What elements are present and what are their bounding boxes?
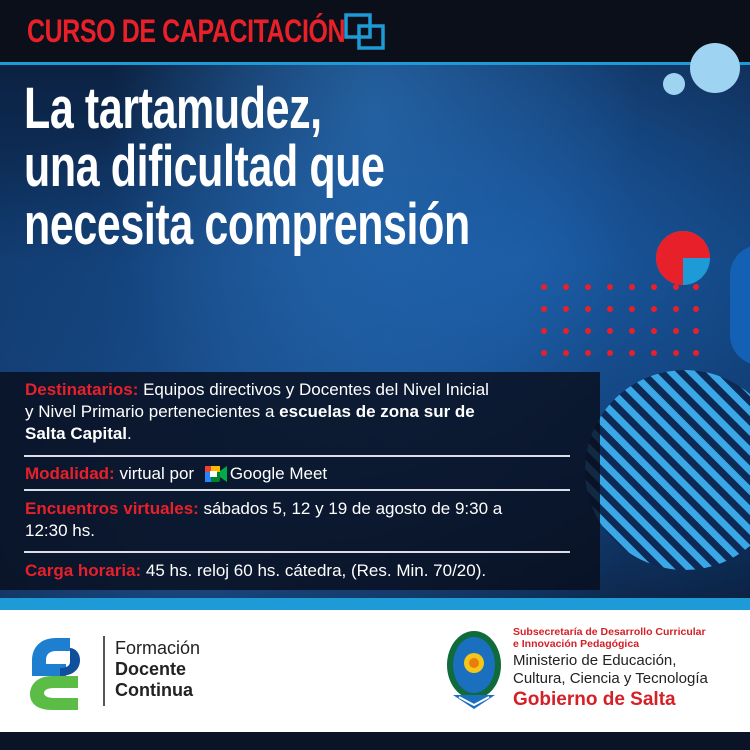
header-rule bbox=[0, 62, 750, 65]
recipients-text-1: Equipos directivos y Docentes del Nivel … bbox=[138, 380, 489, 399]
meetings-block: Encuentros virtuales: sábados 5, 12 y 19… bbox=[25, 498, 502, 542]
course-label: CURSO DE CAPACITACIÓN bbox=[27, 13, 346, 49]
gov-subsecretaria-2: e Innovación Pedagógica bbox=[513, 638, 640, 650]
bottom-strip bbox=[0, 732, 750, 750]
meetings-label: Encuentros virtuales: bbox=[25, 499, 199, 518]
divider-3 bbox=[24, 551, 570, 553]
header-bar bbox=[0, 0, 750, 62]
fdc-line-3: Continua bbox=[115, 680, 193, 700]
recipients-label: Destinatarios: bbox=[25, 380, 139, 399]
fdc-wordmark: Formación Docente Continua bbox=[115, 638, 200, 701]
fdc-line-2: Docente bbox=[115, 659, 187, 679]
government-text: Subsecretaría de Desarrollo Curricular e… bbox=[513, 626, 708, 712]
hours-block: Carga horaria: 45 hs. reloj 60 hs. cáted… bbox=[25, 560, 486, 582]
modality-block: Modalidad: virtual por Google Meet bbox=[25, 463, 327, 485]
gov-ministry-1: Ministerio de Educación, bbox=[513, 652, 677, 669]
recipients-end: . bbox=[127, 424, 132, 443]
footer-accent-band bbox=[0, 598, 750, 610]
hours-text: 45 hs. reloj 60 hs. cátedra, (Res. Min. … bbox=[141, 561, 487, 580]
info-panel bbox=[0, 372, 600, 590]
red-dots-grid bbox=[541, 284, 699, 356]
recipients-block: Destinatarios: Equipos directivos y Doce… bbox=[25, 379, 489, 445]
title-line-1: La tartamudez, bbox=[24, 76, 322, 141]
footer bbox=[0, 610, 750, 732]
recipients-text-2: y Nivel Primario pertenecientes a bbox=[25, 402, 280, 421]
striped-circle-graphic bbox=[585, 370, 750, 570]
title-line-2: una dificultad que bbox=[24, 134, 385, 199]
modality-label: Modalidad: bbox=[25, 464, 115, 483]
gov-name: Gobierno de Salta bbox=[513, 689, 676, 710]
decorative-circle-large bbox=[690, 43, 740, 93]
gov-ministry-2: Cultura, Ciencia y Tecnología bbox=[513, 670, 708, 687]
decorative-circle-small bbox=[663, 73, 685, 95]
gov-subsecretaria-1: Subsecretaría de Desarrollo Curricular bbox=[513, 626, 706, 638]
recipients-bold-2: Salta Capital bbox=[25, 424, 128, 443]
modality-text: virtual por bbox=[114, 464, 199, 483]
meetings-text-1: sábados 5, 12 y 19 de agosto de 9:30 a bbox=[198, 499, 503, 518]
fdc-line-1: Formación bbox=[115, 638, 201, 658]
salta-coat-of-arms-icon bbox=[447, 631, 501, 709]
formacion-docente-continua-logo bbox=[30, 638, 80, 710]
meetings-text-2: 12:30 hs. bbox=[25, 521, 95, 540]
page-title: La tartamudez, una dificultad que necesi… bbox=[24, 80, 498, 254]
red-blue-circle-graphic bbox=[656, 231, 710, 285]
hours-label: Carga horaria: bbox=[25, 561, 142, 580]
google-meet-label: Google Meet bbox=[229, 464, 328, 483]
divider-1 bbox=[24, 455, 570, 457]
blue-side-shape bbox=[730, 245, 750, 365]
title-line-3: necesita comprensión bbox=[24, 192, 470, 257]
logo-divider bbox=[103, 636, 105, 706]
google-meet-icon bbox=[204, 466, 227, 482]
overlapping-squares-icon bbox=[344, 13, 385, 50]
recipients-bold-1: escuelas de zona sur de bbox=[279, 402, 475, 421]
divider-2 bbox=[24, 489, 570, 491]
